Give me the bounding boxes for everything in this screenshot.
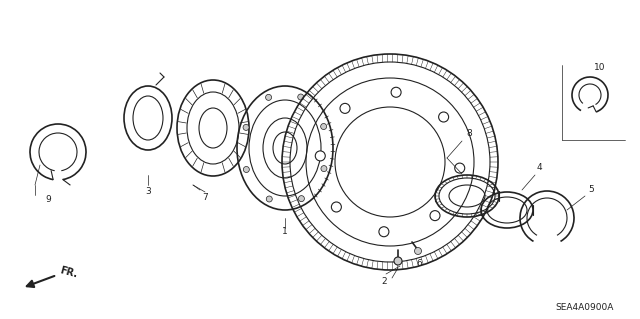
Circle shape xyxy=(455,163,465,173)
Text: 10: 10 xyxy=(595,63,605,72)
Circle shape xyxy=(298,196,305,202)
Circle shape xyxy=(394,257,402,265)
Circle shape xyxy=(266,196,272,202)
Circle shape xyxy=(340,103,350,113)
Text: 2: 2 xyxy=(381,278,387,286)
Circle shape xyxy=(321,123,326,130)
Circle shape xyxy=(243,124,249,130)
Circle shape xyxy=(316,151,325,161)
Text: 4: 4 xyxy=(536,164,542,173)
Circle shape xyxy=(266,94,271,100)
Circle shape xyxy=(379,227,389,237)
Text: 1: 1 xyxy=(282,227,288,236)
Circle shape xyxy=(298,94,304,100)
Circle shape xyxy=(391,87,401,97)
Circle shape xyxy=(438,112,449,122)
Text: 7: 7 xyxy=(202,192,208,202)
Text: FR.: FR. xyxy=(59,265,79,279)
Text: SEA4A0900A: SEA4A0900A xyxy=(556,303,614,313)
Circle shape xyxy=(332,202,341,212)
Text: 8: 8 xyxy=(466,130,472,138)
Text: 3: 3 xyxy=(145,188,151,197)
Text: 9: 9 xyxy=(45,196,51,204)
Circle shape xyxy=(415,248,422,255)
Circle shape xyxy=(243,167,250,173)
Text: 5: 5 xyxy=(588,186,594,195)
Text: 6: 6 xyxy=(416,259,422,269)
Circle shape xyxy=(430,211,440,221)
Circle shape xyxy=(321,166,327,172)
